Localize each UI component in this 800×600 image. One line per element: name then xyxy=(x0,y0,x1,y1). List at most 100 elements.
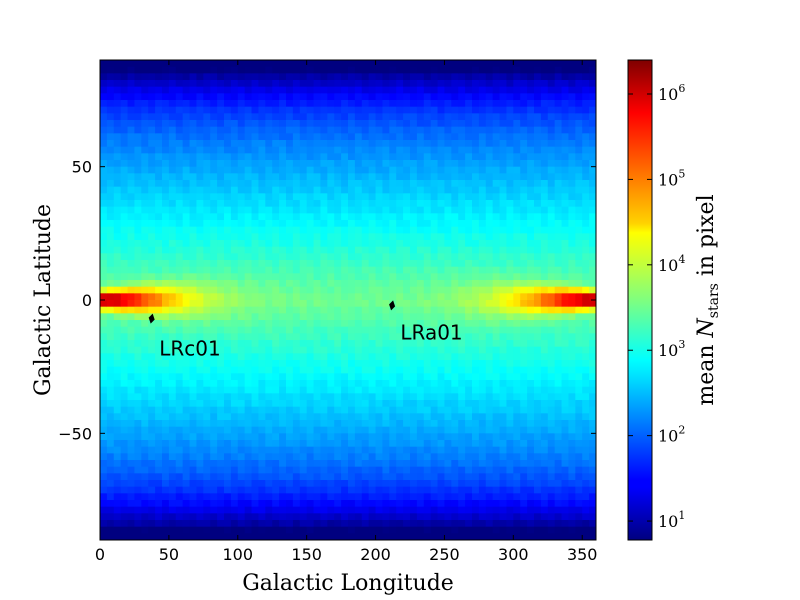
heatmap-cell xyxy=(506,386,514,394)
heatmap-cell xyxy=(113,80,122,88)
heatmap-cell xyxy=(106,306,115,314)
heatmap-cell xyxy=(527,380,535,388)
heatmap-cell xyxy=(299,353,308,361)
heatmap-cell xyxy=(299,260,308,268)
heatmap-cell xyxy=(189,426,198,434)
heatmap-cell xyxy=(120,486,129,494)
heatmap-cell xyxy=(416,133,425,141)
heatmap-cell xyxy=(100,266,108,274)
heatmap-cell xyxy=(506,273,514,281)
heatmap-cell xyxy=(210,66,218,74)
heatmap-cell xyxy=(348,186,356,194)
heatmap-cell xyxy=(120,260,129,268)
heatmap-cell xyxy=(444,526,452,534)
heatmap-cell xyxy=(410,160,418,168)
heatmap-cell xyxy=(540,466,549,474)
heatmap-cell xyxy=(127,266,136,274)
heatmap-cell xyxy=(334,106,342,114)
heatmap-cell xyxy=(162,286,170,294)
heatmap-cell xyxy=(334,360,342,368)
heatmap-cell xyxy=(437,353,446,361)
heatmap-cell xyxy=(100,440,108,448)
heatmap-cell xyxy=(437,153,446,161)
heatmap-cell xyxy=(244,153,253,161)
heatmap-cell xyxy=(306,220,315,228)
heatmap-cell xyxy=(513,160,521,168)
heatmap-cell xyxy=(265,113,273,121)
heatmap-cell xyxy=(196,460,204,468)
heatmap-cell xyxy=(203,393,211,401)
heatmap-cell xyxy=(272,440,280,448)
heatmap-cell xyxy=(127,233,136,241)
heatmap-cell xyxy=(320,526,328,534)
heatmap-cell xyxy=(513,373,521,381)
heatmap-cell xyxy=(410,313,418,321)
heatmap-cell xyxy=(134,520,142,528)
heatmap-cell xyxy=(513,513,521,521)
heatmap-cell xyxy=(465,366,473,374)
heatmap-cell xyxy=(230,320,239,328)
heatmap-cell xyxy=(534,166,542,174)
heatmap-cell xyxy=(148,60,156,68)
heatmap-cell xyxy=(354,180,363,188)
heatmap-cell xyxy=(182,120,191,128)
heatmap-cell xyxy=(520,473,528,481)
heatmap-cell xyxy=(230,253,239,261)
heatmap-cell xyxy=(148,493,156,501)
heatmap-cell xyxy=(492,380,501,388)
heatmap-cell xyxy=(423,460,432,468)
heatmap-cell xyxy=(485,60,494,68)
heatmap-cell xyxy=(210,320,218,328)
heatmap-cell xyxy=(279,180,287,188)
heatmap-cell xyxy=(168,140,177,148)
heatmap-cell xyxy=(224,386,232,394)
heatmap-cell xyxy=(444,533,452,540)
heatmap-cell xyxy=(341,280,349,288)
heatmap-cell xyxy=(286,153,294,161)
heatmap-cell xyxy=(341,506,349,514)
heatmap-cell xyxy=(113,73,122,81)
heatmap-cell xyxy=(210,60,218,68)
heatmap-cell xyxy=(465,126,473,134)
heatmap-cell xyxy=(134,513,142,521)
heatmap-cell xyxy=(527,506,535,514)
heatmap-cell xyxy=(444,373,452,381)
heatmap-cell xyxy=(527,273,535,281)
heatmap-cell xyxy=(217,146,225,154)
heatmap-cell xyxy=(237,420,246,428)
heatmap-cell xyxy=(451,200,459,208)
heatmap-cell xyxy=(416,346,425,354)
heatmap-cell xyxy=(100,113,108,121)
heatmap-cell xyxy=(334,126,342,134)
heatmap-cell xyxy=(334,73,342,81)
heatmap-cell xyxy=(244,533,253,540)
heatmap-cell xyxy=(168,200,177,208)
heatmap-cell xyxy=(534,400,542,408)
heatmap-cell xyxy=(403,446,411,454)
heatmap-cell xyxy=(162,60,170,68)
heatmap-cell xyxy=(554,320,563,328)
heatmap-cell xyxy=(506,166,514,174)
heatmap-cell xyxy=(141,240,149,248)
heatmap-cell xyxy=(540,340,549,348)
heatmap-cell xyxy=(272,246,280,254)
heatmap-cell xyxy=(499,320,508,328)
heatmap-cell xyxy=(430,513,439,521)
heatmap-cell xyxy=(237,500,246,508)
heatmap-cell xyxy=(361,426,370,434)
heatmap-cell xyxy=(348,380,356,388)
heatmap-cell xyxy=(396,433,404,441)
heatmap-cell xyxy=(141,480,149,488)
heatmap-cell xyxy=(279,160,287,168)
heatmap-cell xyxy=(272,126,280,134)
heatmap-cell xyxy=(575,220,583,228)
heatmap-cell xyxy=(547,300,556,308)
heatmap-cell xyxy=(182,60,191,68)
heatmap-cell xyxy=(203,60,211,68)
heatmap-cell xyxy=(444,386,452,394)
heatmap-cell xyxy=(106,533,115,540)
heatmap-cell xyxy=(361,100,370,108)
heatmap-cell xyxy=(472,200,480,208)
heatmap-cell xyxy=(354,466,363,474)
heatmap-cell xyxy=(306,100,315,108)
